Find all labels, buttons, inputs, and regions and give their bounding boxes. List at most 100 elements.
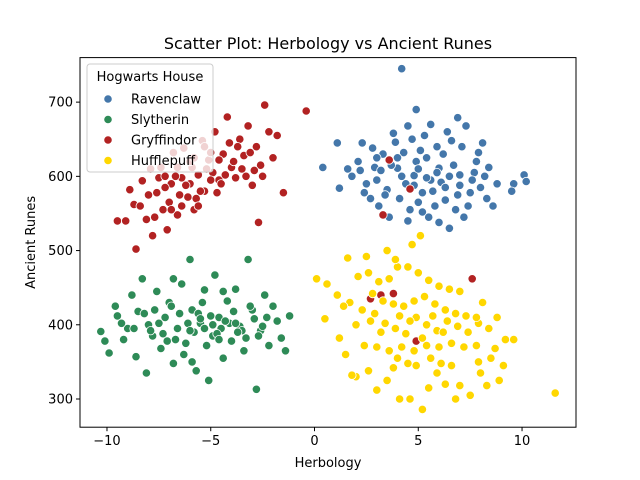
data-point xyxy=(343,253,353,263)
data-point xyxy=(444,284,454,294)
data-point xyxy=(388,128,398,138)
data-point xyxy=(247,180,257,190)
data-point xyxy=(397,342,407,352)
data-point xyxy=(498,360,508,371)
data-point xyxy=(444,171,454,181)
data-point xyxy=(480,171,490,181)
data-point xyxy=(131,244,141,254)
plot-frame xyxy=(79,57,577,428)
data-point xyxy=(245,148,255,158)
data-point xyxy=(170,334,181,345)
x-tick-label: −5 xyxy=(201,434,220,449)
data-point xyxy=(405,184,415,194)
data-point xyxy=(284,311,295,321)
data-point xyxy=(467,175,477,185)
data-point xyxy=(492,179,502,189)
data-point xyxy=(172,210,183,220)
data-point xyxy=(257,321,268,331)
data-point xyxy=(409,171,419,181)
data-point xyxy=(249,314,259,324)
data-point xyxy=(419,130,430,141)
data-point xyxy=(457,142,467,152)
data-point xyxy=(432,168,442,178)
data-point xyxy=(241,333,251,343)
legend-marker xyxy=(103,94,113,104)
data-point xyxy=(251,142,261,152)
data-point xyxy=(218,286,228,296)
data-point xyxy=(426,353,436,363)
data-point xyxy=(372,342,382,352)
data-point xyxy=(357,138,367,148)
data-point xyxy=(355,165,365,175)
legend-entry-slytherin: Slytherin xyxy=(103,113,189,128)
data-point xyxy=(249,165,259,175)
data-point xyxy=(347,171,357,181)
data-point xyxy=(372,175,382,185)
chart-title: Scatter Plot: Herbology vs Ancient Runes xyxy=(164,34,492,53)
data-point xyxy=(421,320,432,330)
data-point xyxy=(276,333,286,343)
data-point xyxy=(361,179,371,189)
data-point xyxy=(413,197,423,207)
data-point xyxy=(195,314,205,324)
data-point xyxy=(434,281,444,291)
data-point xyxy=(417,404,427,414)
data-point xyxy=(243,121,253,131)
data-point xyxy=(152,188,162,198)
data-point xyxy=(363,366,374,376)
data-point xyxy=(231,173,241,183)
data-point xyxy=(116,318,127,328)
data-point xyxy=(233,142,243,152)
data-point xyxy=(453,321,463,331)
x-tick-label: 10 xyxy=(514,434,531,449)
data-point xyxy=(509,334,519,345)
data-point xyxy=(507,186,517,196)
data-point xyxy=(388,299,398,309)
data-point xyxy=(367,143,378,153)
data-point xyxy=(405,394,415,404)
data-point xyxy=(399,148,409,158)
data-point xyxy=(224,138,234,148)
legend-entry-gryffindor: Gryffindor xyxy=(103,134,197,149)
data-point xyxy=(444,223,454,233)
data-point xyxy=(191,366,201,376)
data-point xyxy=(492,312,502,322)
legend-entries: Ravenclaw Slytherin Gryffindor Hufflepuff xyxy=(103,93,201,169)
series-ravenclaw xyxy=(318,64,531,233)
data-point xyxy=(272,316,282,326)
data-point xyxy=(413,164,423,174)
data-point xyxy=(272,130,282,141)
data-point xyxy=(340,349,351,360)
data-point xyxy=(484,323,494,334)
legend-entry-ravenclaw: Ravenclaw xyxy=(103,93,201,108)
data-point xyxy=(409,296,419,306)
data-point xyxy=(301,106,311,116)
data-point xyxy=(403,121,413,131)
series-hufflepuff xyxy=(311,231,560,414)
data-point xyxy=(463,327,473,337)
data-point xyxy=(343,164,353,174)
data-point xyxy=(338,301,349,311)
data-point xyxy=(162,336,172,346)
y-axis-label: Ancient Runes xyxy=(24,196,39,289)
y-axis: 300 400 500 600 700 xyxy=(48,96,80,407)
data-point xyxy=(482,380,492,391)
data-point xyxy=(407,240,417,250)
data-point xyxy=(320,314,330,324)
data-point xyxy=(394,394,405,404)
data-point xyxy=(471,312,481,322)
data-point xyxy=(442,127,452,137)
data-point xyxy=(421,340,432,351)
data-point xyxy=(253,331,264,341)
data-point xyxy=(461,311,471,321)
data-point xyxy=(141,368,151,378)
data-point xyxy=(415,145,425,155)
data-point xyxy=(455,170,465,180)
data-point xyxy=(179,349,189,360)
data-point xyxy=(365,316,376,326)
data-point xyxy=(172,323,183,334)
data-point xyxy=(141,214,151,224)
data-point xyxy=(199,285,210,295)
data-point xyxy=(187,357,197,367)
data-point xyxy=(253,217,264,227)
